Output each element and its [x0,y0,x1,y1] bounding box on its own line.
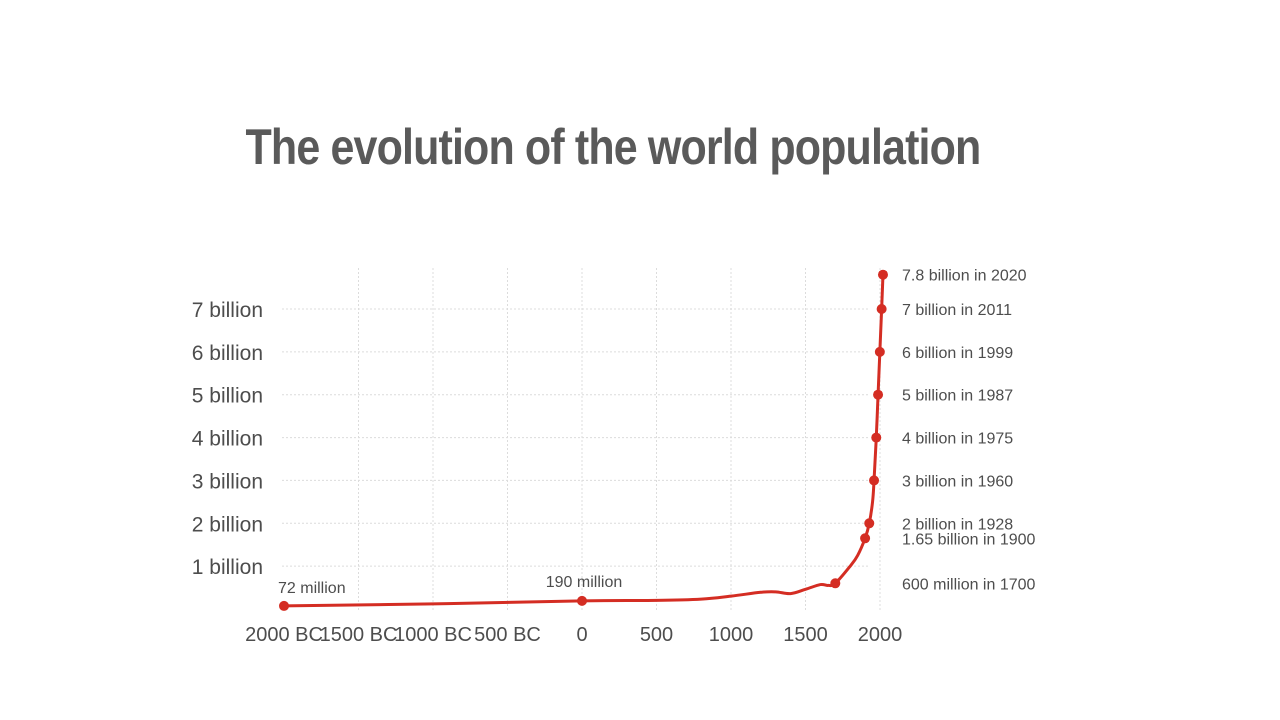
y-tick-label: 7 billion [192,299,263,322]
y-tick-label: 6 billion [192,342,263,365]
x-tick-label: 500 [640,624,673,646]
data-label: 5 billion in 1987 [902,388,1013,405]
x-tick-label: 1000 [709,624,754,646]
data-point [860,533,871,544]
x-tick-label: 1500 [783,624,828,646]
x-tick-label: 0 [576,624,587,646]
y-tick-label: 4 billion [192,428,263,451]
data-point [874,346,885,357]
data-label: 3 billion in 1960 [902,473,1013,490]
population-line [282,273,885,608]
data-point [830,578,841,589]
data-point [873,389,884,400]
chart-title: The evolution of the world population [245,119,982,175]
data-point [876,304,887,314]
y-tick-label: 3 billion [192,470,263,493]
data-label: 600 million in 1700 [902,576,1036,593]
data-point [877,269,888,280]
data-label: 2 billion in 1928 [902,516,1013,533]
y-tick-label: 2 billion [192,513,263,536]
data-label: 7 billion in 2011 [902,302,1012,319]
data-point [279,600,289,611]
y-tick-label: 1 billion [192,556,263,579]
data-label: 1.65 billion in 1900 [902,531,1036,548]
data-point [864,518,875,529]
y-tick-label: 5 billion [192,385,263,408]
data-label: 6 billion in 1999 [902,345,1013,362]
data-point [869,475,880,486]
x-tick-label: 2000 BC [245,624,323,646]
x-tick-label: 1000 BC [394,624,472,646]
x-tick-label: 500 BC [474,624,541,646]
data-point [871,432,882,443]
data-label: 7.8 billion in 2020 [902,268,1027,285]
data-label: 190 million [546,574,622,591]
data-label: 72 million [278,580,346,597]
data-point [577,595,587,606]
x-tick-label: 1500 BC [320,624,398,646]
x-tick-label: 2000 [858,624,903,646]
data-label: 4 billion in 1975 [902,431,1013,448]
